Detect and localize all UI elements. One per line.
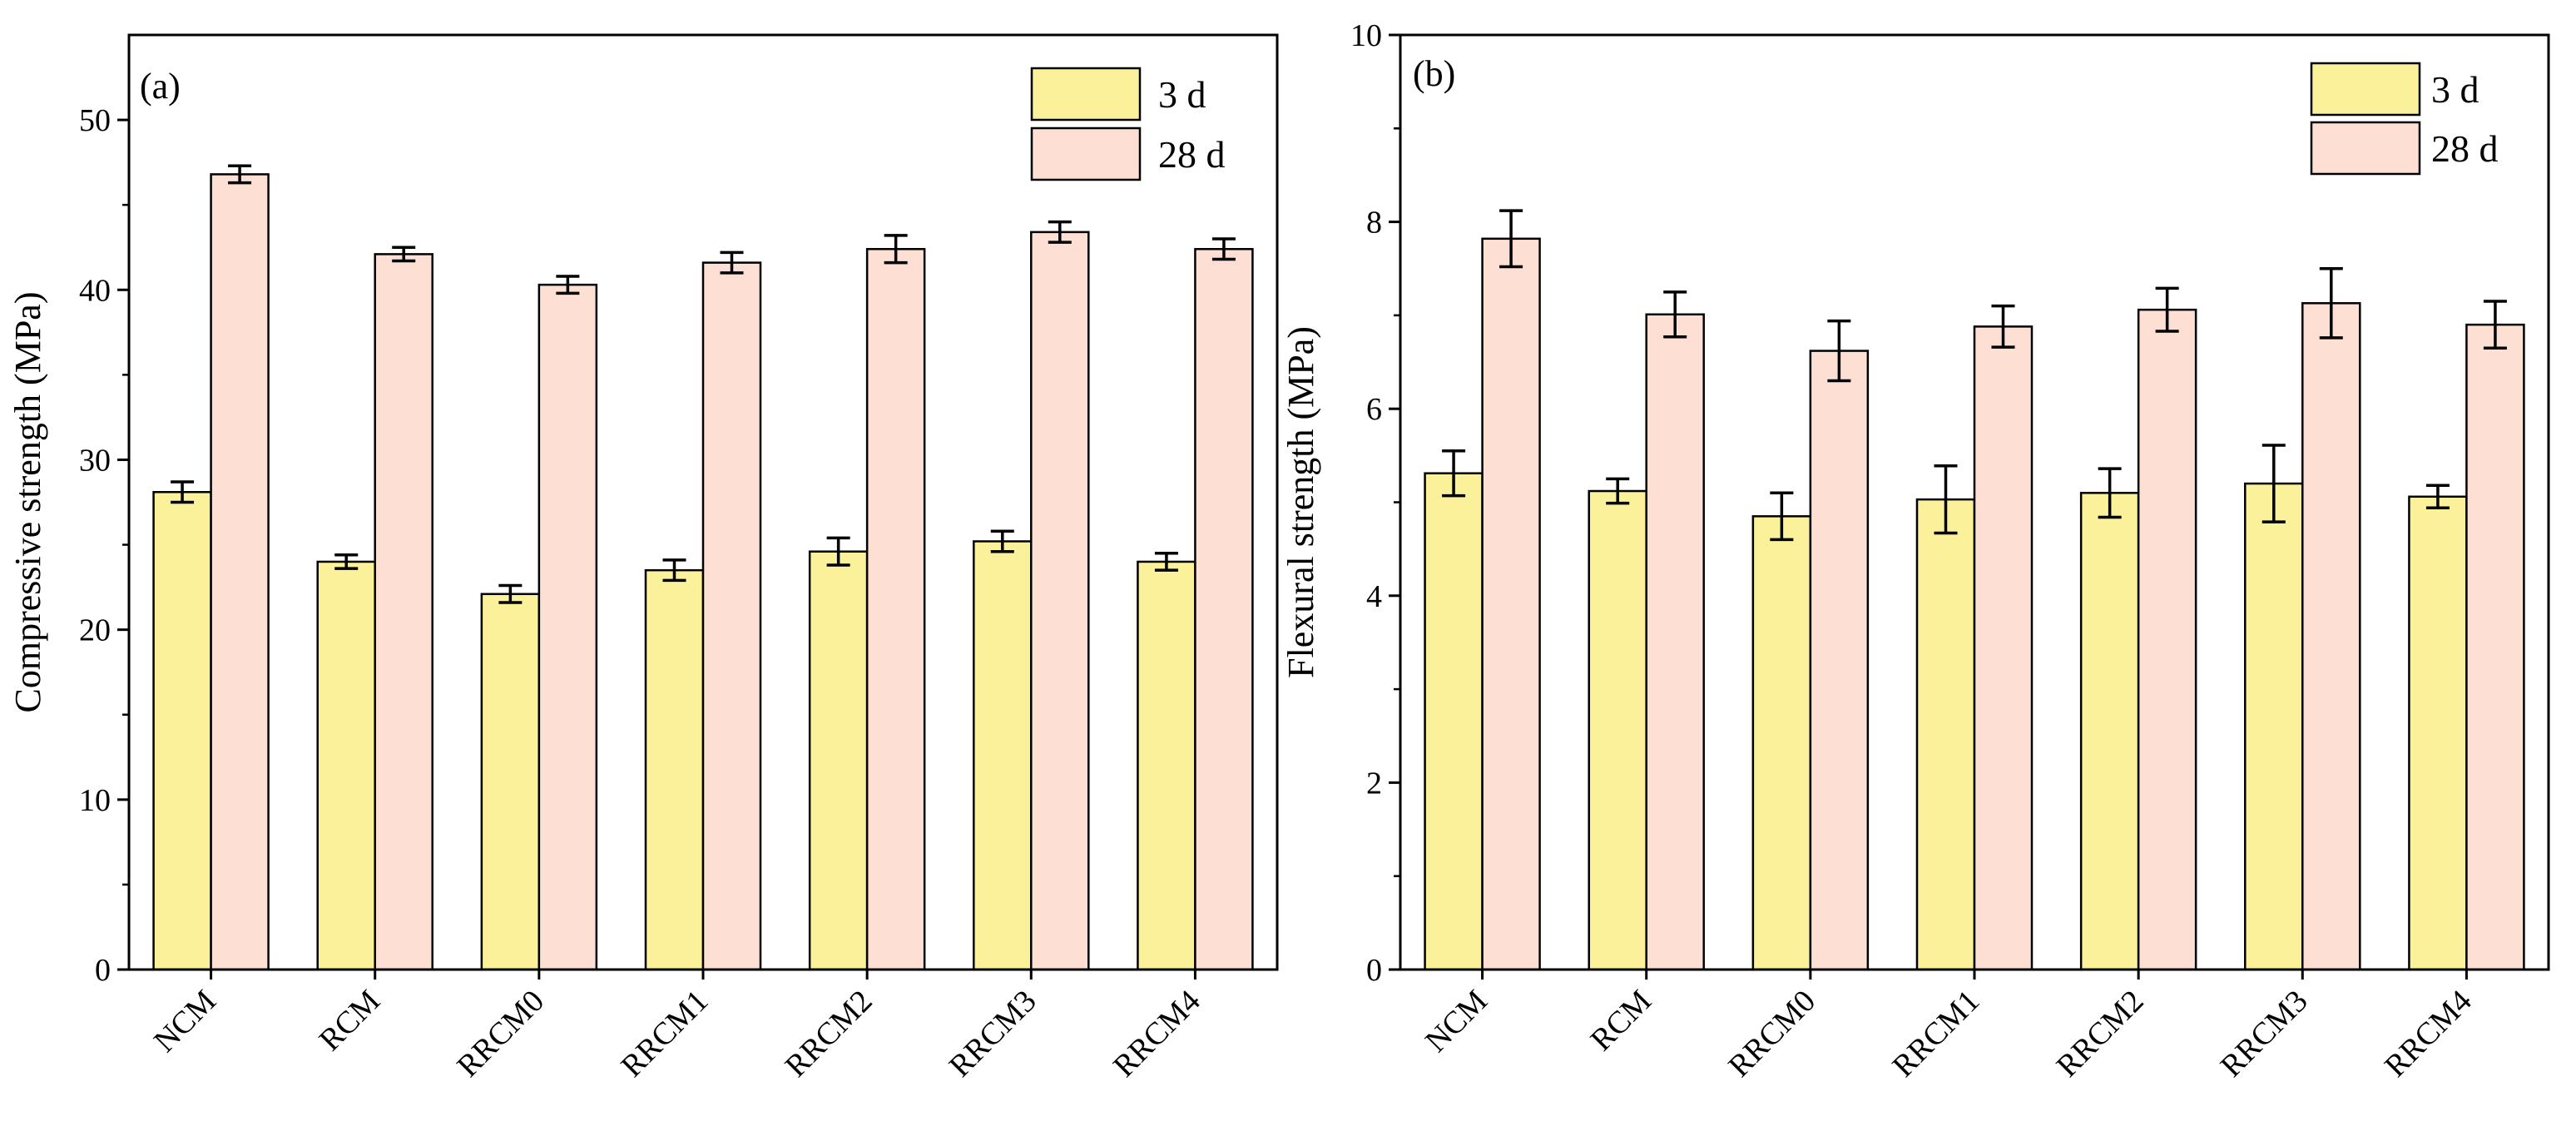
legend-label: 3 d bbox=[2431, 68, 2479, 111]
bar-28d-rrcm1 bbox=[701, 261, 762, 971]
legend-swatch bbox=[1030, 67, 1142, 122]
x-category-label: RRCM2 bbox=[2050, 984, 2151, 1084]
legend-swatch bbox=[2310, 62, 2421, 117]
y-tick-label: 6 bbox=[1366, 392, 1382, 427]
legend-swatch bbox=[2310, 121, 2421, 176]
x-category-label: RCM bbox=[313, 984, 387, 1058]
y-tick-label: 0 bbox=[1366, 953, 1382, 988]
legend: 3 d 28 d bbox=[1030, 67, 1226, 181]
y-tick-label: 10 bbox=[1350, 18, 1382, 53]
panel-label: (a) bbox=[140, 66, 181, 107]
chart-panel-a: 0 10 20 30 40 50 NCM RCM RRCM0 RRCM1 RRCM2 RRCM3 RRC… bbox=[7, 33, 1279, 1084]
x-category-label: NCM bbox=[147, 984, 223, 1059]
chart-panel-b: 0 2 4 6 8 10 NCM RCM RRCM0 RRCM1 RRCM2 RRCM3 RRCM4 Fl… bbox=[1281, 18, 2550, 1084]
y-tick-label: 10 bbox=[79, 783, 111, 818]
x-category-label: RRCM0 bbox=[450, 984, 551, 1084]
bar-3d-rrcm3 bbox=[973, 540, 1033, 971]
bar-28d-rrcm4 bbox=[2465, 323, 2525, 971]
legend-swatch bbox=[1030, 126, 1142, 181]
bar-28d-rrcm0 bbox=[537, 283, 598, 971]
bar-28d-rrcm1 bbox=[1973, 325, 2034, 971]
x-category-label: RRCM1 bbox=[1886, 984, 1987, 1084]
y-tick-label: 20 bbox=[79, 613, 111, 648]
x-category-label: RRCM4 bbox=[1107, 984, 1207, 1084]
y-tick-label: 0 bbox=[95, 953, 111, 988]
bar-3d-rrcm1 bbox=[644, 568, 705, 971]
legend: 3 d 28 d bbox=[2310, 62, 2499, 176]
bar-28d-rcm bbox=[1645, 313, 1705, 971]
bar-28d-rrcm0 bbox=[1809, 350, 1870, 971]
y-axis-title: Compressive strength (MPa) bbox=[7, 292, 48, 713]
bar-3d-rrcm4 bbox=[2408, 495, 2468, 971]
bar-3d-rrcm2 bbox=[808, 550, 869, 971]
x-category-label: NCM bbox=[1419, 984, 1494, 1059]
x-category-label: RRCM0 bbox=[1721, 984, 1822, 1084]
bar-28d-ncm bbox=[1481, 237, 1541, 971]
panel-label: (b) bbox=[1413, 53, 1455, 94]
legend-label: 28 d bbox=[1158, 133, 1226, 176]
bar-3d-rrcm1 bbox=[1915, 498, 1976, 971]
bar-28d-ncm bbox=[210, 173, 270, 971]
y-tick-label: 4 bbox=[1366, 579, 1382, 614]
y-tick-label: 50 bbox=[79, 103, 111, 138]
legend-label: 3 d bbox=[1158, 73, 1206, 116]
bar-3d-ncm bbox=[152, 490, 212, 971]
y-tick-label: 2 bbox=[1366, 766, 1382, 801]
bar-28d-rrcm2 bbox=[2137, 308, 2197, 971]
bar-28d-rrcm3 bbox=[1030, 231, 1090, 971]
bar-28d-rrcm2 bbox=[865, 248, 926, 971]
bar-3d-rrcm2 bbox=[2079, 492, 2140, 971]
bar-28d-rrcm4 bbox=[1194, 248, 1254, 971]
bar-3d-ncm bbox=[1424, 472, 1484, 971]
x-category-label: RCM bbox=[1584, 984, 1658, 1058]
bar-3d-rrcm0 bbox=[480, 593, 541, 971]
bar-3d-rrcm4 bbox=[1137, 560, 1196, 971]
legend-label: 28 d bbox=[2431, 127, 2499, 170]
bar-28d-rcm bbox=[374, 253, 433, 971]
y-tick-label: 30 bbox=[79, 443, 111, 478]
bar-3d-rcm bbox=[316, 560, 376, 971]
bar-28d-rrcm3 bbox=[2301, 302, 2361, 971]
x-category-label: RRCM3 bbox=[943, 984, 1043, 1084]
y-tick-label: 40 bbox=[79, 273, 111, 308]
bar-3d-rrcm3 bbox=[2244, 482, 2304, 971]
x-category-label: RRCM1 bbox=[615, 984, 716, 1084]
y-axis-title: Flexural strength (MPa) bbox=[1281, 326, 1321, 678]
x-category-label: RRCM4 bbox=[2378, 984, 2479, 1084]
x-category-label: RRCM3 bbox=[2214, 984, 2315, 1084]
y-tick-label: 8 bbox=[1366, 206, 1382, 241]
bar-3d-rrcm0 bbox=[1751, 515, 1812, 971]
x-category-label: RRCM2 bbox=[779, 984, 879, 1084]
bar-3d-rcm bbox=[1588, 489, 1647, 971]
